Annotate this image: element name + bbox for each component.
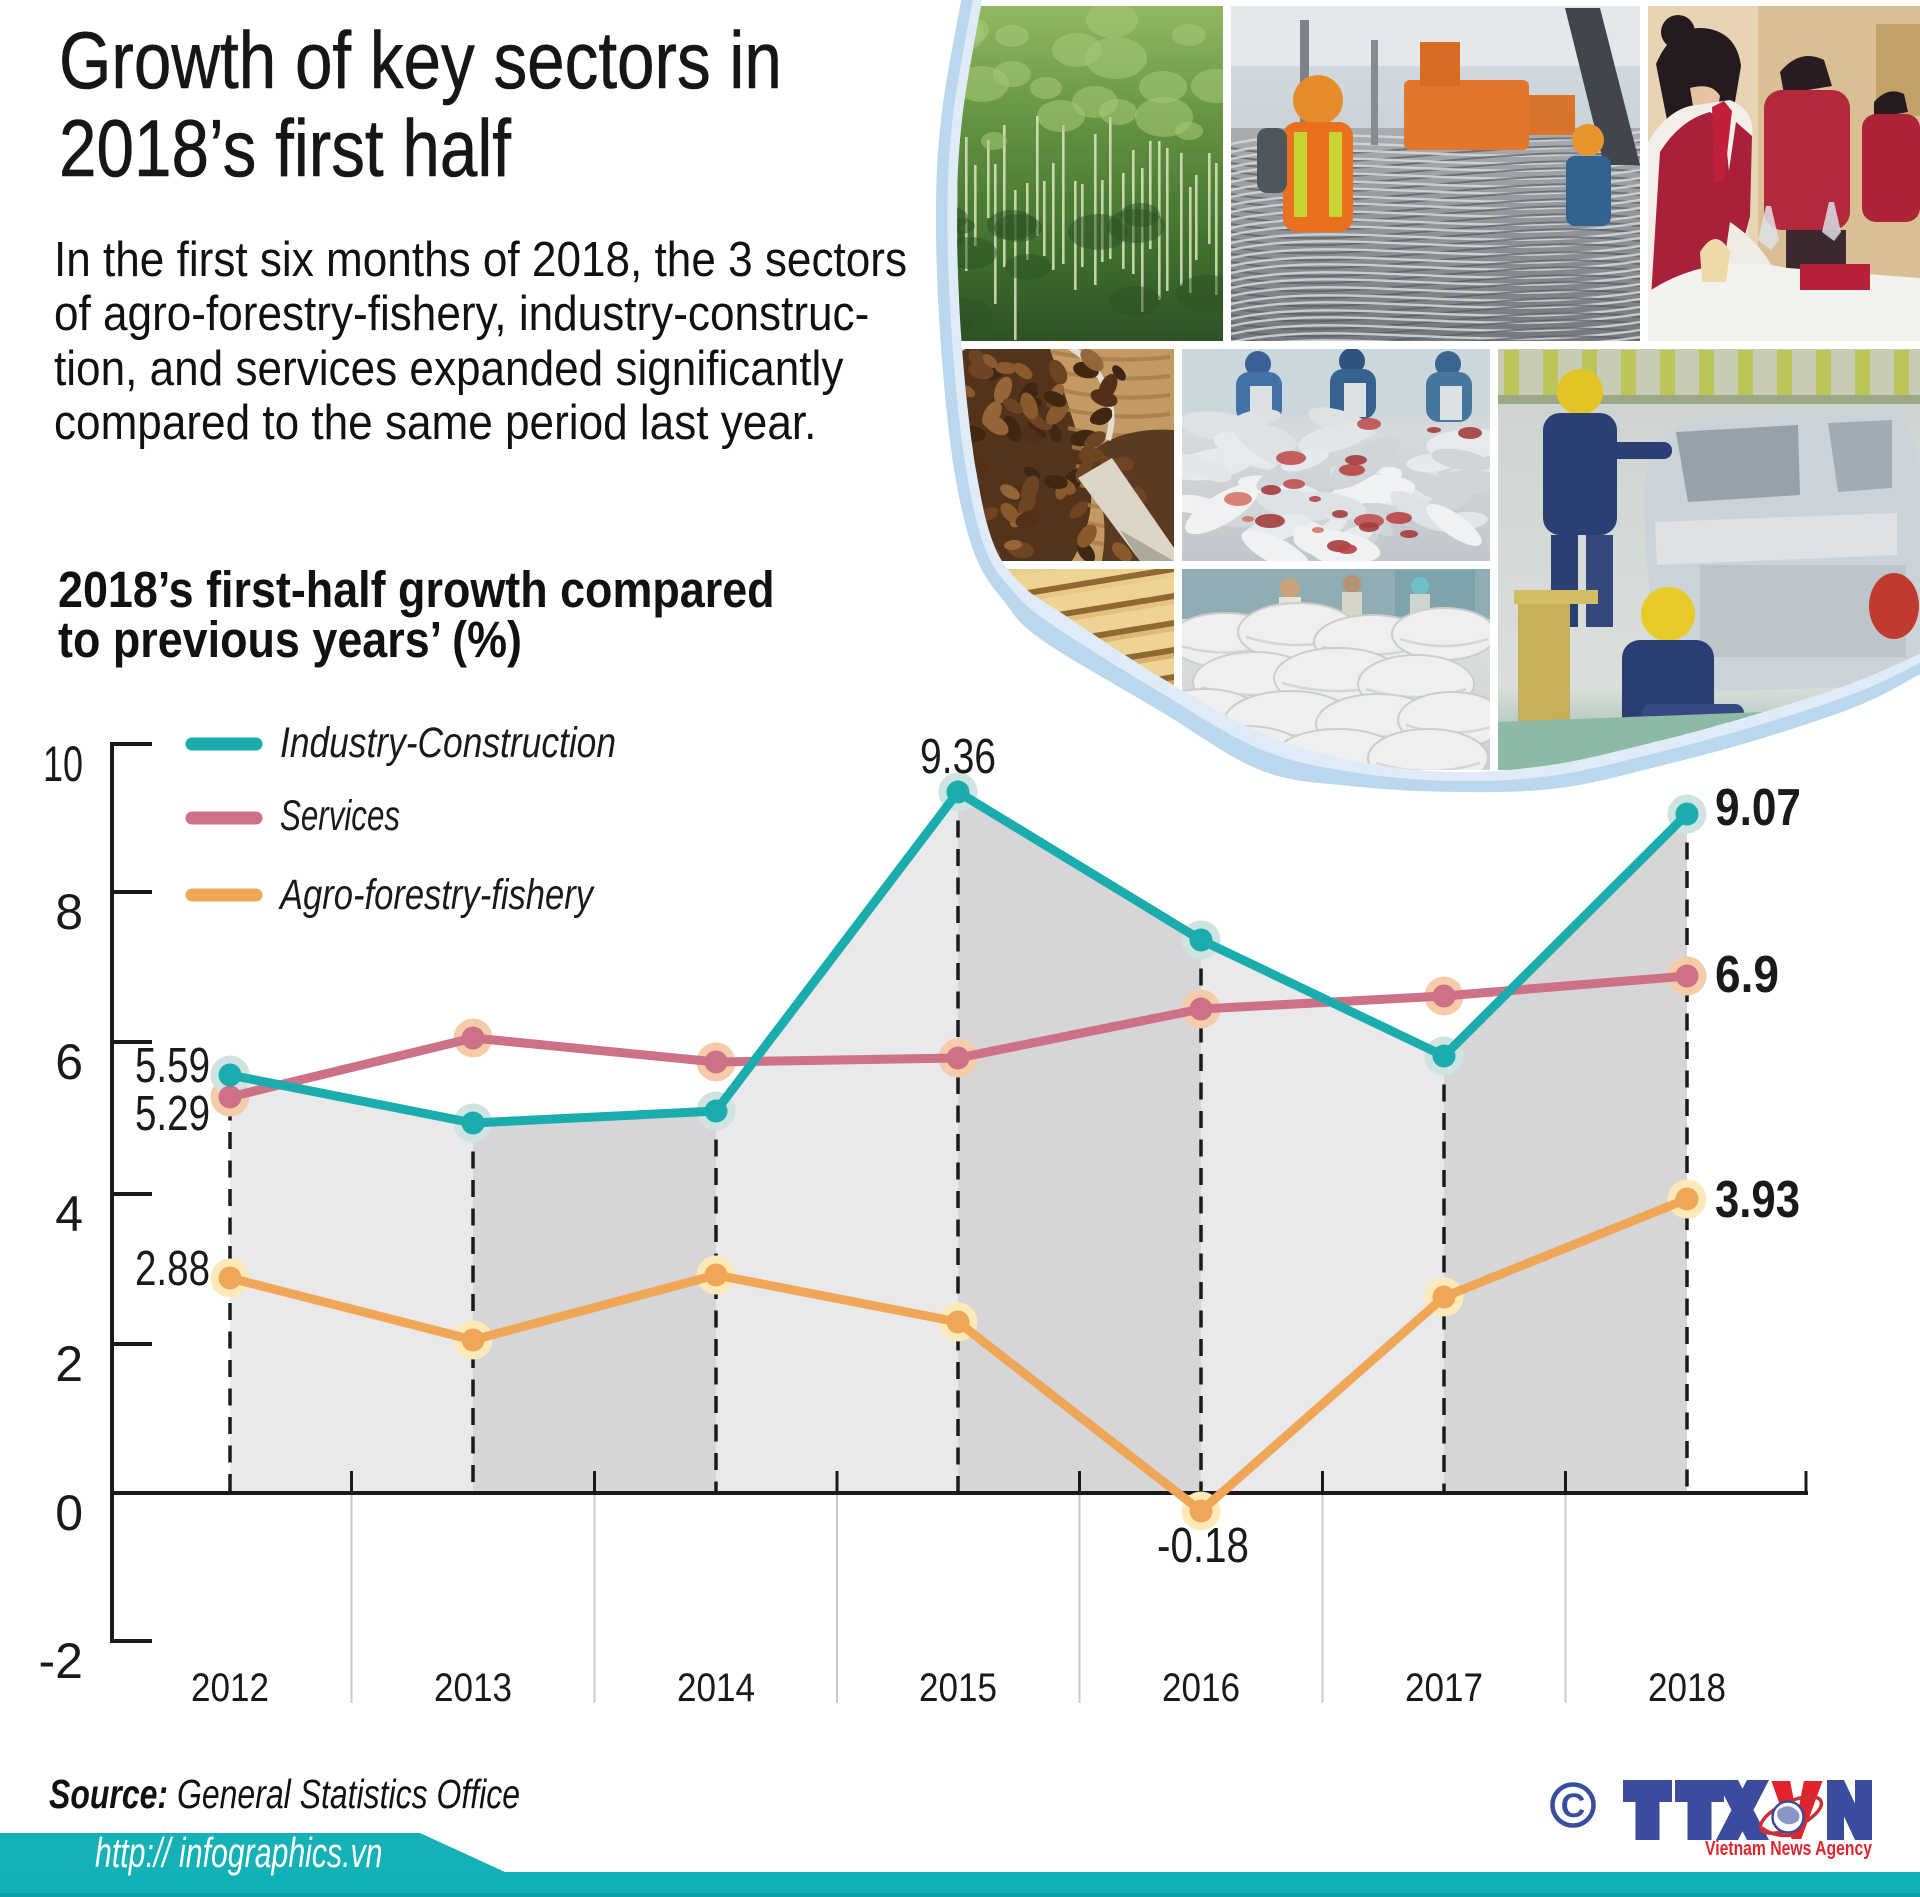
- svg-text:2013: 2013: [434, 1666, 512, 1710]
- svg-text:2012: 2012: [191, 1666, 269, 1710]
- svg-text:Services: Services: [280, 792, 400, 840]
- svg-text:3.93: 3.93: [1715, 1171, 1800, 1229]
- svg-text:Vietnam News Agency: Vietnam News Agency: [1705, 1838, 1873, 1860]
- svg-text:2018: 2018: [1648, 1666, 1726, 1710]
- svg-text:2016: 2016: [1162, 1666, 1240, 1710]
- svg-text:C: C: [1561, 1787, 1586, 1825]
- svg-text:2.88: 2.88: [135, 1242, 210, 1296]
- svg-text:Agro-forestry-fishery: Agro-forestry-fishery: [278, 871, 595, 919]
- svg-text:5.59: 5.59: [135, 1039, 210, 1093]
- svg-text:4: 4: [55, 1186, 83, 1242]
- svg-text:2: 2: [55, 1336, 83, 1392]
- svg-text:9.07: 9.07: [1715, 779, 1801, 837]
- svg-text:2014: 2014: [677, 1666, 755, 1710]
- svg-text:9.36: 9.36: [920, 730, 996, 784]
- svg-text:0: 0: [55, 1485, 83, 1541]
- svg-text:Industry-Construction: Industry-Construction: [280, 719, 616, 767]
- svg-text:6.9: 6.9: [1715, 946, 1779, 1004]
- svg-text:8: 8: [55, 884, 83, 940]
- svg-text:5.29: 5.29: [135, 1087, 210, 1141]
- svg-text:-0.18: -0.18: [1157, 1519, 1249, 1573]
- svg-text:6: 6: [55, 1034, 83, 1090]
- svg-text:2017: 2017: [1405, 1666, 1483, 1710]
- svg-text:2015: 2015: [919, 1666, 997, 1710]
- svg-text:10: 10: [43, 736, 83, 792]
- svg-text:-2: -2: [39, 1633, 83, 1689]
